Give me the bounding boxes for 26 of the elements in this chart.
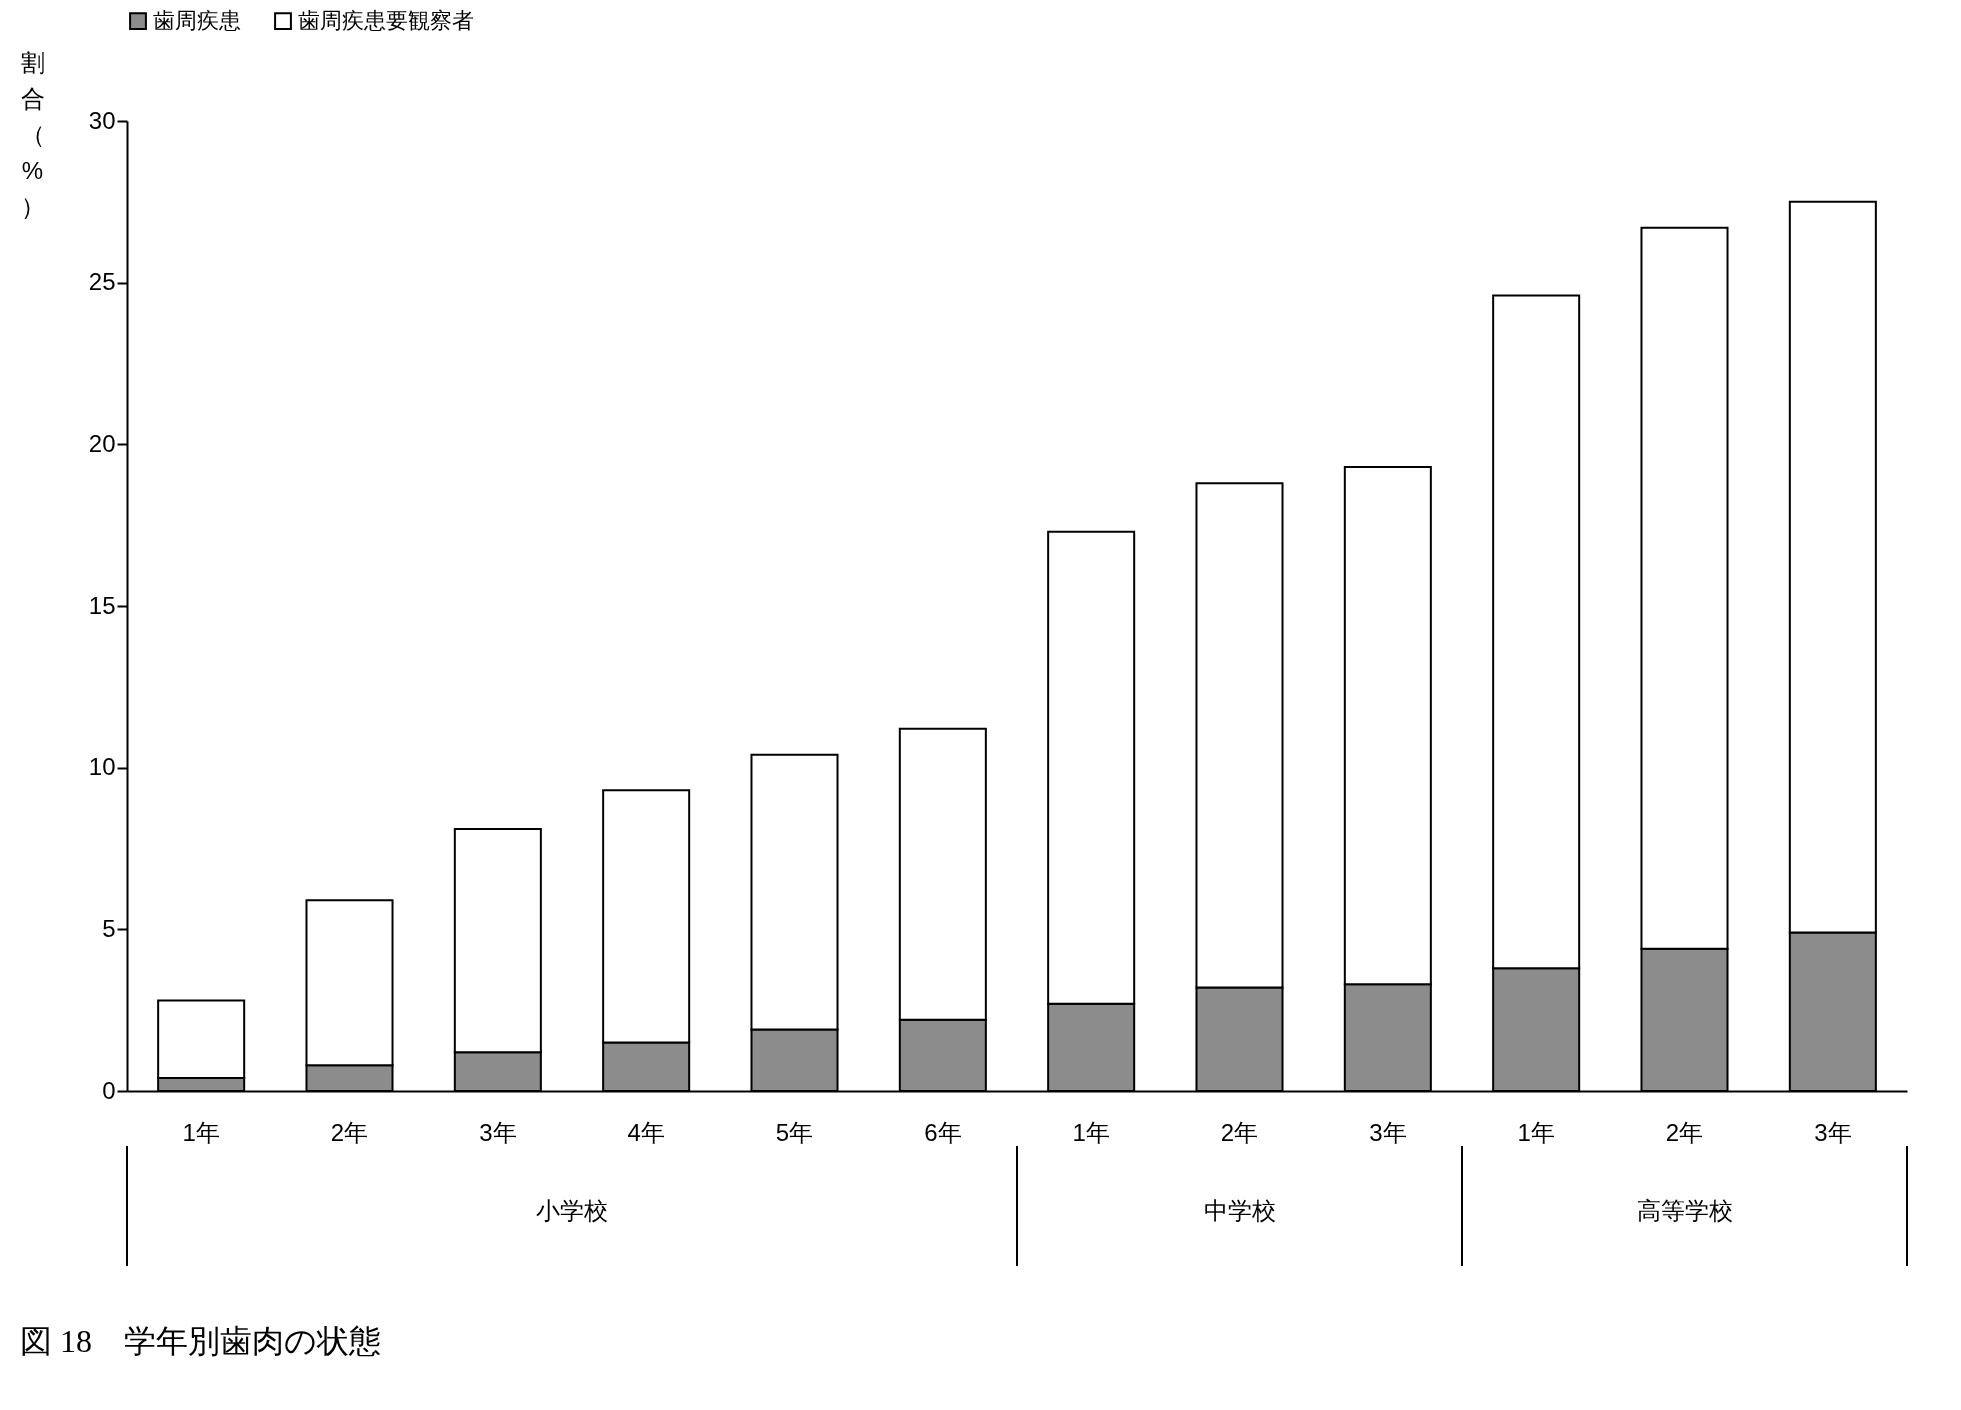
y-tick-label: 5 <box>102 914 116 942</box>
x-tick-label: 3年 <box>1814 1118 1852 1146</box>
x-tick-label: 3年 <box>1369 1118 1407 1146</box>
x-tick-label: 1年 <box>1517 1118 1555 1146</box>
y-tick-label: 0 <box>102 1076 116 1104</box>
text: 小学校 <box>536 1197 608 1224</box>
y-axis-title: 割合（%） <box>20 48 45 220</box>
x-tick-label: 2年 <box>1665 1118 1704 1146</box>
y-tick-label: 30 <box>88 106 116 134</box>
y-tick-label: 20 <box>88 429 116 457</box>
text: 中学校 <box>1203 1197 1276 1224</box>
x-tick-label: 6年 <box>924 1118 962 1146</box>
y-tick-label: 25 <box>88 268 116 296</box>
legend-label: 歯周疾患 <box>153 8 241 34</box>
x-tick-label: 3年 <box>479 1118 517 1146</box>
x-tick-label: 4年 <box>627 1118 665 1146</box>
text: 高等学校 <box>1636 1197 1733 1224</box>
x-tick-label: 2年 <box>1220 1118 1259 1146</box>
x-tick-label: 2年 <box>330 1118 369 1146</box>
y-tick-label: 10 <box>88 753 116 781</box>
x-tick-label: 5年 <box>775 1118 814 1146</box>
x-tick-label: 1年 <box>1072 1118 1110 1146</box>
x-tick-label: 1年 <box>182 1118 220 1146</box>
y-tick-label: 15 <box>88 591 116 619</box>
legend-label: 歯周疾患要観察者 <box>298 8 474 34</box>
text: 図 18 学年別歯肉の状態 <box>20 1323 381 1359</box>
